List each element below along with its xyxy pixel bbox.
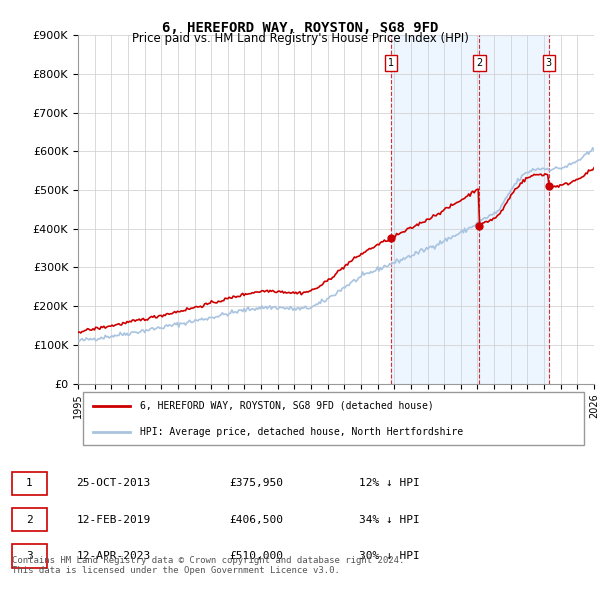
Text: 3: 3 — [26, 551, 33, 561]
Text: £406,500: £406,500 — [229, 515, 283, 525]
Bar — [479, 35, 549, 384]
Text: 1: 1 — [388, 58, 394, 68]
Text: HPI: Average price, detached house, North Hertfordshire: HPI: Average price, detached house, Nort… — [140, 427, 463, 437]
Text: 2: 2 — [476, 58, 482, 68]
Text: £510,000: £510,000 — [229, 551, 283, 561]
Text: 12-FEB-2019: 12-FEB-2019 — [77, 515, 151, 525]
Text: Price paid vs. HM Land Registry's House Price Index (HPI): Price paid vs. HM Land Registry's House … — [131, 32, 469, 45]
Text: 1: 1 — [26, 478, 33, 489]
Text: Contains HM Land Registry data © Crown copyright and database right 2024.
This d: Contains HM Land Registry data © Crown c… — [12, 556, 404, 575]
FancyBboxPatch shape — [12, 545, 47, 568]
FancyBboxPatch shape — [12, 508, 47, 532]
Text: 3: 3 — [545, 58, 552, 68]
Text: 30% ↓ HPI: 30% ↓ HPI — [359, 551, 419, 561]
Text: 12% ↓ HPI: 12% ↓ HPI — [359, 478, 419, 489]
FancyBboxPatch shape — [12, 472, 47, 495]
Bar — [391, 35, 479, 384]
Text: 12-APR-2023: 12-APR-2023 — [77, 551, 151, 561]
Text: 34% ↓ HPI: 34% ↓ HPI — [359, 515, 419, 525]
FancyBboxPatch shape — [83, 392, 584, 445]
Text: £375,950: £375,950 — [229, 478, 283, 489]
Text: 6, HEREFORD WAY, ROYSTON, SG8 9FD (detached house): 6, HEREFORD WAY, ROYSTON, SG8 9FD (detac… — [140, 401, 434, 411]
Text: 2: 2 — [26, 515, 33, 525]
Text: 25-OCT-2013: 25-OCT-2013 — [77, 478, 151, 489]
Text: 6, HEREFORD WAY, ROYSTON, SG8 9FD: 6, HEREFORD WAY, ROYSTON, SG8 9FD — [162, 21, 438, 35]
